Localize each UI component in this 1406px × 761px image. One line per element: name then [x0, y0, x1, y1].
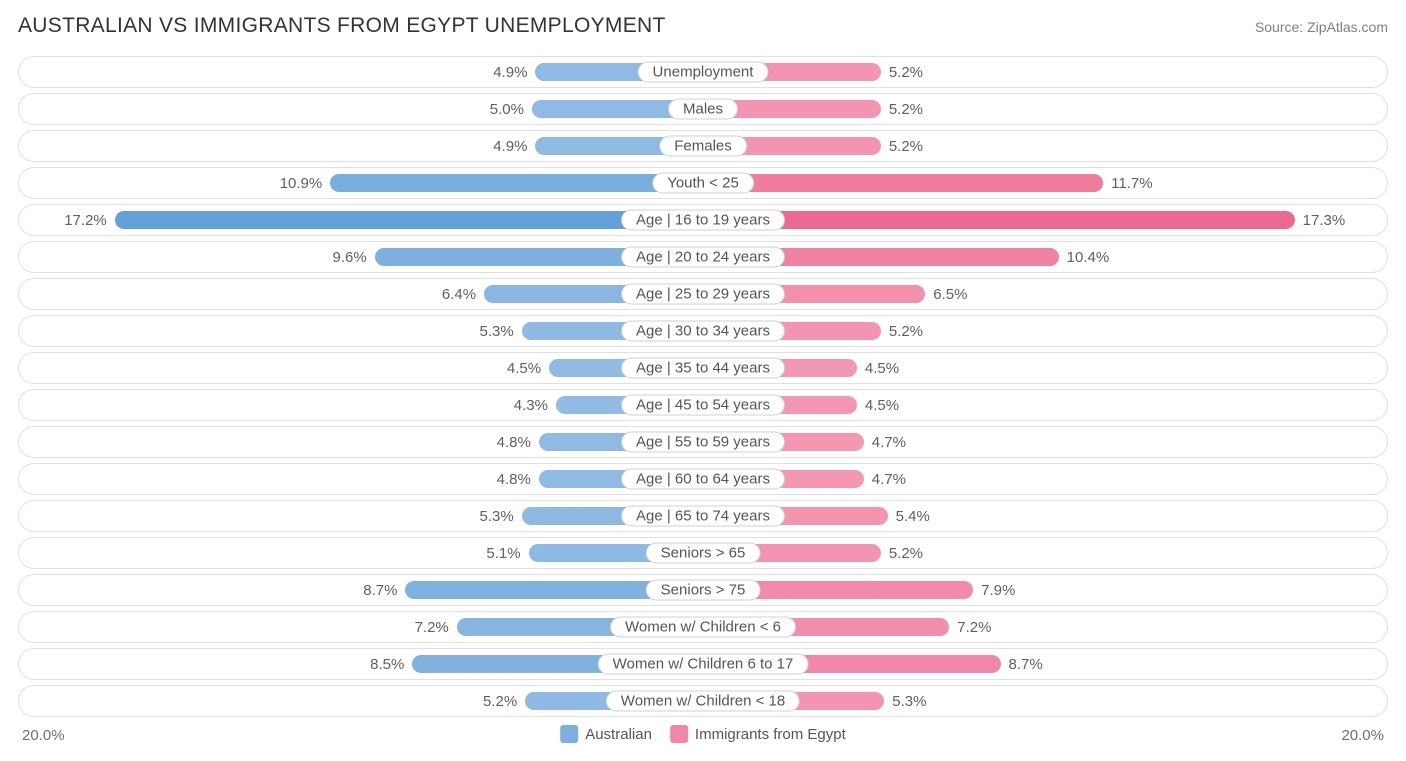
left-value: 8.5% — [362, 656, 412, 673]
chart-source: Source: ZipAtlas.com — [1255, 19, 1388, 35]
chart-row: 5.1% 5.2% Seniors > 65 — [18, 537, 1388, 569]
left-value: 5.3% — [472, 323, 522, 340]
right-value: 7.2% — [949, 619, 999, 636]
left-value: 8.7% — [355, 582, 405, 599]
left-value: 9.6% — [324, 249, 374, 266]
right-value: 4.5% — [857, 397, 907, 414]
row-label: Females — [659, 136, 747, 157]
right-value: 6.5% — [925, 286, 975, 303]
row-label: Males — [668, 99, 738, 120]
left-value: 4.5% — [499, 360, 549, 377]
chart-row: 8.7% 7.9% Seniors > 75 — [18, 574, 1388, 606]
legend-swatch-icon — [670, 725, 688, 743]
row-label: Women w/ Children < 18 — [606, 691, 800, 712]
left-value: 5.3% — [472, 508, 522, 525]
left-value: 17.2% — [56, 212, 115, 229]
left-value: 4.8% — [489, 471, 539, 488]
chart-row: 5.3% 5.4% Age | 65 to 74 years — [18, 500, 1388, 532]
left-bar — [330, 174, 703, 192]
axis-max-right: 20.0% — [1341, 727, 1384, 744]
row-label: Age | 16 to 19 years — [621, 210, 785, 231]
chart-row: 4.9% 5.2% Females — [18, 130, 1388, 162]
right-value: 17.3% — [1295, 212, 1354, 229]
right-value: 5.2% — [881, 545, 931, 562]
left-value: 4.8% — [489, 434, 539, 451]
legend-item-left: Australian — [560, 725, 652, 743]
right-value: 10.4% — [1059, 249, 1118, 266]
left-bar — [115, 211, 703, 229]
right-bar — [703, 174, 1103, 192]
chart-row: 7.2% 7.2% Women w/ Children < 6 — [18, 611, 1388, 643]
row-label: Age | 60 to 64 years — [621, 469, 785, 490]
left-value: 4.9% — [485, 64, 535, 81]
right-value: 5.2% — [881, 323, 931, 340]
left-value: 6.4% — [434, 286, 484, 303]
right-value: 11.7% — [1103, 175, 1160, 192]
right-value: 4.5% — [857, 360, 907, 377]
right-value: 5.4% — [888, 508, 938, 525]
right-value: 8.7% — [1001, 656, 1051, 673]
row-label: Seniors > 65 — [646, 543, 761, 564]
legend: Australian Immigrants from Egypt — [560, 725, 846, 743]
right-value: 4.7% — [864, 434, 914, 451]
row-label: Unemployment — [638, 62, 769, 83]
row-label: Age | 65 to 74 years — [621, 506, 785, 527]
chart-row: 4.5% 4.5% Age | 35 to 44 years — [18, 352, 1388, 384]
chart-row: 10.9% 11.7% Youth < 25 — [18, 167, 1388, 199]
chart-row: 8.5% 8.7% Women w/ Children 6 to 17 — [18, 648, 1388, 680]
right-value: 5.2% — [881, 64, 931, 81]
chart-row: 17.2% 17.3% Age | 16 to 19 years — [18, 204, 1388, 236]
row-label: Age | 25 to 29 years — [621, 284, 785, 305]
row-label: Age | 45 to 54 years — [621, 395, 785, 416]
left-value: 7.2% — [407, 619, 457, 636]
row-label: Women w/ Children 6 to 17 — [598, 654, 809, 675]
right-value: 5.2% — [881, 138, 931, 155]
legend-item-right: Immigrants from Egypt — [670, 725, 846, 743]
legend-swatch-icon — [560, 725, 578, 743]
left-value: 4.3% — [506, 397, 556, 414]
right-bar — [703, 211, 1295, 229]
chart-row: 4.8% 4.7% Age | 55 to 59 years — [18, 426, 1388, 458]
left-value: 10.9% — [272, 175, 331, 192]
axis-max-left: 20.0% — [22, 727, 65, 744]
chart-row: 9.6% 10.4% Age | 20 to 24 years — [18, 241, 1388, 273]
row-label: Age | 30 to 34 years — [621, 321, 785, 342]
left-value: 5.1% — [478, 545, 528, 562]
chart-title: AUSTRALIAN VS IMMIGRANTS FROM EGYPT UNEM… — [18, 14, 666, 38]
diverging-bar-chart: 4.9% 5.2% Unemployment 5.0% 5.2% Males 4.9% 5.2… — [18, 56, 1388, 717]
right-value: 4.7% — [864, 471, 914, 488]
left-value: 5.0% — [482, 101, 532, 118]
chart-row: 4.9% 5.2% Unemployment — [18, 56, 1388, 88]
chart-row: 4.8% 4.7% Age | 60 to 64 years — [18, 463, 1388, 495]
chart-row: 6.4% 6.5% Age | 25 to 29 years — [18, 278, 1388, 310]
left-value: 5.2% — [475, 693, 525, 710]
chart-row: 5.0% 5.2% Males — [18, 93, 1388, 125]
chart-header: AUSTRALIAN VS IMMIGRANTS FROM EGYPT UNEM… — [18, 14, 1388, 38]
right-value: 5.2% — [881, 101, 931, 118]
row-label: Seniors > 75 — [646, 580, 761, 601]
row-label: Age | 55 to 59 years — [621, 432, 785, 453]
legend-label-right: Immigrants from Egypt — [695, 726, 846, 743]
chart-row: 4.3% 4.5% Age | 45 to 54 years — [18, 389, 1388, 421]
chart-row: 5.3% 5.2% Age | 30 to 34 years — [18, 315, 1388, 347]
right-value: 5.3% — [884, 693, 934, 710]
chart-row: 5.2% 5.3% Women w/ Children < 18 — [18, 685, 1388, 717]
row-label: Women w/ Children < 6 — [610, 617, 796, 638]
row-label: Age | 20 to 24 years — [621, 247, 785, 268]
row-label: Age | 35 to 44 years — [621, 358, 785, 379]
legend-label-left: Australian — [585, 726, 652, 743]
left-value: 4.9% — [485, 138, 535, 155]
chart-footer: 20.0% Australian Immigrants from Egypt 2… — [18, 723, 1388, 751]
right-value: 7.9% — [973, 582, 1023, 599]
row-label: Youth < 25 — [652, 173, 754, 194]
